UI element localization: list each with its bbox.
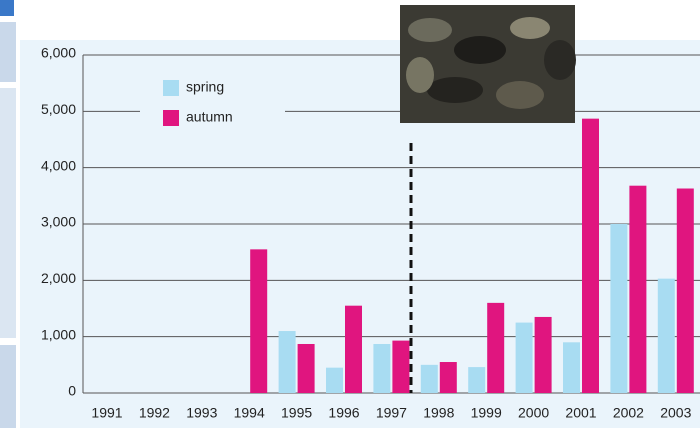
y-tick-label: 3,000 bbox=[41, 214, 76, 230]
photo bbox=[400, 5, 576, 123]
y-tick-label: 6,000 bbox=[41, 45, 76, 61]
y-tick-label: 1,000 bbox=[41, 326, 76, 342]
y-tick-label: 2,000 bbox=[41, 270, 76, 286]
bar bbox=[487, 302, 505, 393]
legend-swatch bbox=[163, 110, 179, 126]
bar bbox=[439, 362, 457, 393]
y-tick-label: 4,000 bbox=[41, 157, 76, 173]
x-tick-label: 1991 bbox=[91, 405, 122, 421]
grid bbox=[82, 54, 700, 394]
side-panel bbox=[0, 88, 16, 338]
bar bbox=[373, 343, 391, 393]
legend-swatch bbox=[163, 80, 179, 96]
bar bbox=[534, 316, 552, 393]
x-tick-label: 2003 bbox=[660, 405, 691, 421]
bar bbox=[250, 249, 268, 393]
bar bbox=[610, 224, 628, 393]
legend-label: spring bbox=[186, 79, 224, 95]
bar bbox=[676, 188, 694, 393]
x-tick-label: 1993 bbox=[186, 405, 217, 421]
y-tick-label: 5,000 bbox=[41, 101, 76, 117]
bar bbox=[420, 364, 438, 393]
bar bbox=[278, 331, 296, 393]
x-tick-label: 1997 bbox=[376, 405, 407, 421]
x-tick-label: 1995 bbox=[281, 405, 312, 421]
x-tick-label: 1992 bbox=[139, 405, 170, 421]
bar bbox=[563, 342, 580, 393]
x-tick-label: 1994 bbox=[234, 405, 265, 421]
bar bbox=[345, 305, 362, 393]
x-tick-label: 2000 bbox=[518, 405, 549, 421]
bar bbox=[297, 343, 315, 393]
legend-label: autumn bbox=[186, 109, 233, 125]
bar bbox=[326, 367, 343, 393]
bar bbox=[629, 185, 647, 393]
x-tick-label: 1998 bbox=[423, 405, 454, 421]
bar bbox=[657, 278, 675, 393]
bar bbox=[392, 340, 410, 393]
side-panel bbox=[0, 0, 14, 16]
side-panel bbox=[0, 22, 16, 82]
x-tick-label: 2002 bbox=[613, 405, 644, 421]
x-tick-label: 1996 bbox=[328, 405, 359, 421]
bar bbox=[515, 322, 533, 393]
bar bbox=[468, 367, 486, 393]
side-panel bbox=[0, 345, 16, 428]
bar bbox=[582, 118, 599, 393]
y-tick-label: 0 bbox=[68, 383, 76, 399]
x-tick-label: 2001 bbox=[565, 405, 596, 421]
x-tick-label: 1999 bbox=[471, 405, 502, 421]
